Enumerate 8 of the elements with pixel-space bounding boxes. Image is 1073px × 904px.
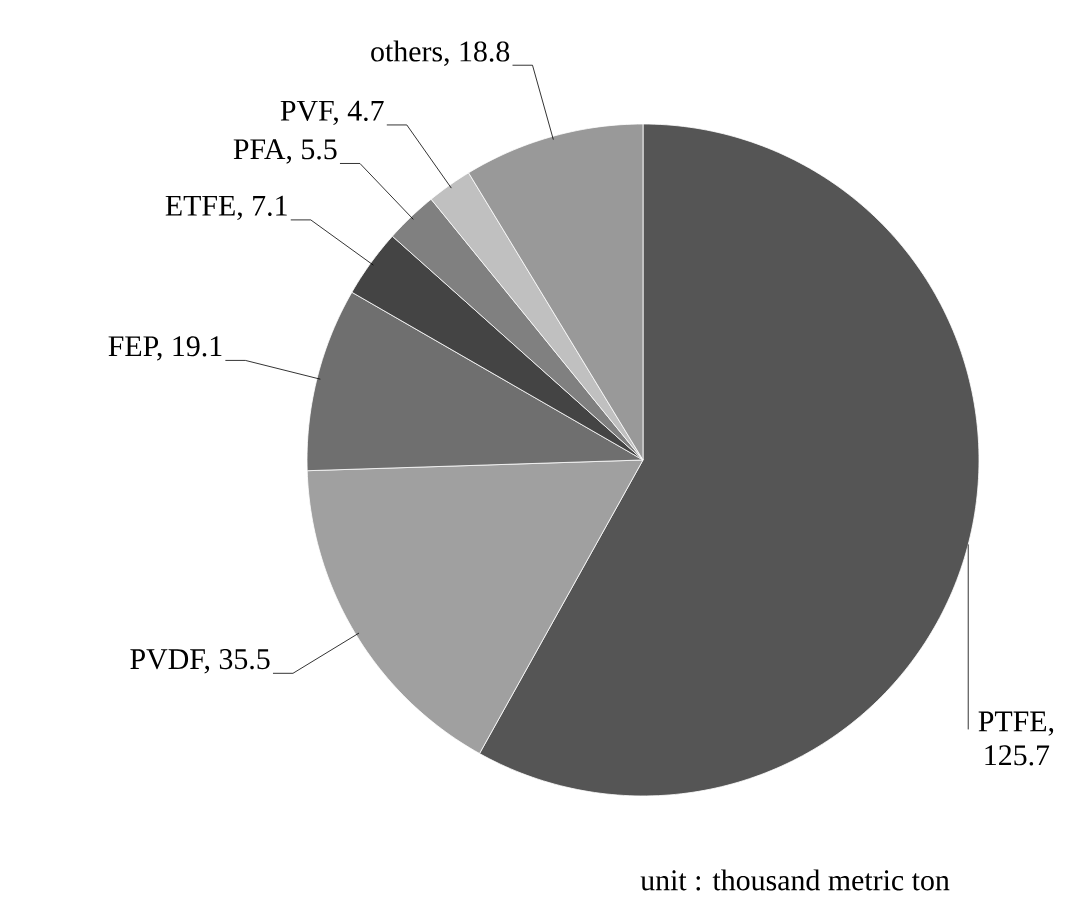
- data-label: PVF, 4.7: [280, 100, 384, 126]
- data-label: others, 18.8: [371, 40, 510, 66]
- text: unit : thousand metric ton: [640, 869, 950, 891]
- data-label: PFA, 5.5: [233, 139, 337, 164]
- data-label: PVDF, 35.5: [130, 649, 270, 674]
- data-label: ETFE, 7.1: [165, 195, 287, 221]
- data-label: FEP, 19.1: [108, 336, 222, 361]
- data-label: PTFE, 125.7: [978, 711, 1054, 766]
